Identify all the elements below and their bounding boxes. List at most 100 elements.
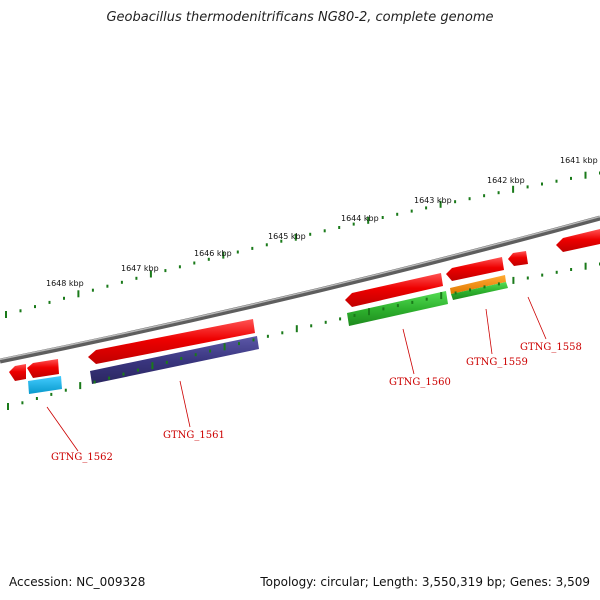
accession-text: Accession: NC_009328	[9, 575, 146, 589]
inner-tick-38	[555, 270, 558, 274]
feature-bars	[28, 275, 508, 394]
inner-tick-11	[165, 360, 168, 364]
outer-tick-9	[135, 276, 138, 280]
outer-tick-31	[454, 200, 457, 204]
outer-tick-26	[381, 216, 384, 219]
outer-tick-34	[497, 191, 500, 195]
outer-tick-0	[5, 311, 7, 318]
inner-tick-13	[194, 353, 197, 357]
inner-tick-1	[21, 401, 24, 405]
outer-tick-28	[410, 209, 413, 213]
outer-tick-1	[19, 309, 22, 313]
inner-tick-36	[526, 276, 529, 280]
gene-labels: GTNG_1558 GTNG_1559 GTNG_1560 GTNG_1561 …	[51, 342, 582, 463]
inner-tick-21	[310, 324, 313, 328]
inner-tick-28	[411, 300, 414, 304]
inner-tick-24	[353, 314, 356, 317]
outer-tick-37	[541, 182, 543, 186]
feature-bar-gtng-1562[interactable]	[28, 376, 62, 394]
inner-tick-4	[64, 388, 67, 392]
outer-tick-11	[164, 269, 167, 273]
outer-tick-35	[512, 185, 515, 193]
leader-gtng-1560	[402, 328, 415, 375]
forward-strand-genes	[9, 229, 600, 381]
outer-tick-27	[396, 212, 399, 216]
inner-tick-20	[295, 325, 298, 333]
inner-tick-8	[122, 372, 125, 376]
gene-label-gtng-1561[interactable]: GTNG_1561	[163, 430, 225, 441]
leader-gtng-1558	[527, 296, 547, 340]
inner-tick-34	[497, 282, 500, 286]
gene-arrow-gtng-1558-fwd[interactable]	[508, 251, 528, 266]
gene-arrow-gtng-1559-fwd[interactable]	[446, 257, 504, 281]
gene-label-gtng-1562[interactable]: GTNG_1562	[51, 452, 113, 463]
outer-tick-5	[77, 290, 80, 298]
label-leaders	[46, 296, 547, 452]
inner-tick-0	[7, 403, 9, 410]
outer-tick-38	[555, 179, 558, 183]
outer-tick-8	[120, 280, 123, 284]
feature-bar-gtng-1559[interactable]	[450, 275, 508, 300]
kbp-label-1647: 1647 kbp	[121, 264, 159, 273]
outer-tick-15	[222, 251, 225, 259]
outer-tick-14	[207, 257, 210, 261]
gene-arrow-gtng-1560-fwd[interactable]	[345, 273, 443, 307]
inner-tick-15	[223, 343, 226, 351]
outer-tick-18	[265, 243, 268, 247]
inner-tick-track	[7, 262, 600, 410]
inner-tick-29	[425, 297, 428, 301]
inner-tick-27	[396, 304, 399, 308]
kbp-labels: 1641 kbp 1642 kbp 1643 kbp 1644 kbp 1645…	[46, 156, 598, 288]
kbp-label-1641: 1641 kbp	[560, 156, 598, 165]
outer-tick-10	[149, 270, 152, 278]
inner-tick-25	[368, 308, 370, 316]
genome-summary-text: Topology: circular; Length: 3,550,319 bp…	[260, 575, 590, 589]
inner-tick-3	[50, 392, 53, 396]
inner-tick-7	[108, 376, 111, 380]
genome-title: Geobacillus thermodenitrificans NG80-2, …	[106, 10, 494, 25]
inner-tick-32	[469, 288, 471, 292]
gene-label-gtng-1560[interactable]: GTNG_1560	[389, 377, 451, 388]
gene-label-gtng-1559[interactable]: GTNG_1559	[466, 357, 528, 368]
outer-tick-16	[236, 250, 239, 254]
inner-tick-18	[266, 334, 269, 338]
inner-tick-39	[570, 268, 573, 271]
outer-tick-40	[584, 171, 587, 179]
outer-tick-7	[106, 284, 109, 288]
inner-tick-6	[93, 380, 96, 384]
gene-arrow-gtng-1562-fwd[interactable]	[9, 364, 26, 381]
outer-tick-6	[91, 288, 94, 292]
inner-tick-30	[440, 292, 443, 300]
feature-bar-gtng-1560[interactable]	[347, 291, 448, 326]
leader-gtng-1562	[46, 406, 79, 452]
outer-tick-23	[338, 226, 341, 229]
kbp-label-1642: 1642 kbp	[487, 176, 525, 185]
feature-bar-gtng-1561[interactable]	[90, 336, 259, 384]
inner-tick-33	[483, 285, 486, 289]
outer-tick-2	[34, 305, 36, 309]
outer-tick-30	[439, 200, 442, 208]
gene-label-gtng-1558[interactable]: GTNG_1558	[520, 342, 582, 353]
inner-tick-2	[35, 397, 38, 400]
genome-backbone	[0, 215, 600, 364]
gene-arrow-gtng-1562[interactable]	[27, 359, 59, 378]
gene-arrow-gtng-1561-fwd[interactable]	[88, 319, 255, 364]
outer-tick-20	[294, 233, 297, 241]
outer-tick-12	[178, 265, 181, 269]
outer-tick-track	[5, 171, 600, 318]
inner-tick-37	[541, 273, 544, 277]
inner-tick-17	[252, 338, 255, 342]
outer-tick-3	[48, 300, 51, 304]
outer-tick-33	[483, 194, 486, 198]
inner-tick-9	[137, 368, 139, 372]
inner-tick-26	[382, 307, 385, 311]
outer-tick-24	[352, 222, 355, 226]
gene-arrow-next-fwd[interactable]	[556, 229, 600, 252]
inner-tick-14	[209, 349, 212, 353]
outer-tick-19	[280, 239, 283, 243]
inner-tick-16	[238, 342, 240, 346]
inner-tick-31	[454, 291, 457, 295]
outer-tick-32	[468, 197, 471, 201]
outer-tick-36	[526, 185, 529, 189]
